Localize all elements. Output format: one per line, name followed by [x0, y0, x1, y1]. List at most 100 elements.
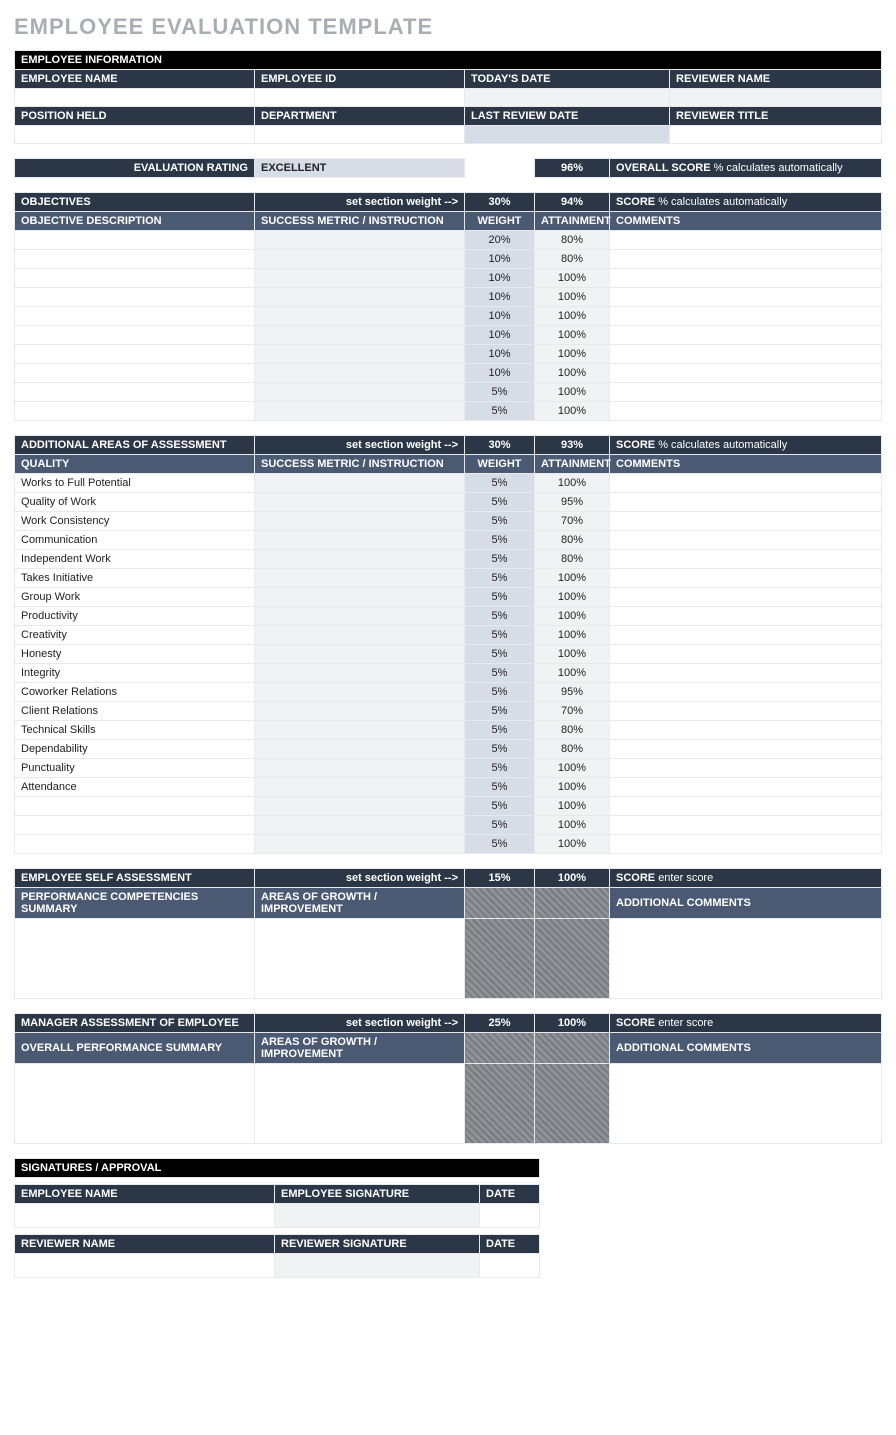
assessment-comments-cell[interactable]	[610, 797, 882, 816]
assessment-comments-cell[interactable]	[610, 512, 882, 531]
assessment-metric-cell[interactable]	[255, 778, 465, 797]
objective-metric-cell[interactable]	[255, 326, 465, 345]
assessment-comments-cell[interactable]	[610, 550, 882, 569]
assessment-attain-cell[interactable]: 80%	[535, 550, 610, 569]
assessment-metric-cell[interactable]	[255, 493, 465, 512]
assessment-attain-cell[interactable]: 100%	[535, 664, 610, 683]
objective-weight-cell[interactable]: 20%	[465, 231, 535, 250]
objective-desc-cell[interactable]	[15, 326, 255, 345]
assessment-metric-cell[interactable]	[255, 664, 465, 683]
assessment-quality-cell[interactable]: Work Consistency	[15, 512, 255, 531]
objective-weight-cell[interactable]: 5%	[465, 383, 535, 402]
input-sign-employee-date[interactable]	[480, 1204, 540, 1228]
assessment-attain-cell[interactable]: 95%	[535, 493, 610, 512]
assessment-comments-cell[interactable]	[610, 740, 882, 759]
assessment-weight-cell[interactable]: 5%	[465, 569, 535, 588]
objective-metric-cell[interactable]	[255, 288, 465, 307]
assessment-attain-cell[interactable]: 100%	[535, 759, 610, 778]
assessment-quality-cell[interactable]: Client Relations	[15, 702, 255, 721]
assessment-metric-cell[interactable]	[255, 569, 465, 588]
assessment-weight-cell[interactable]: 5%	[465, 512, 535, 531]
objective-weight-cell[interactable]: 10%	[465, 288, 535, 307]
assessment-weight-cell[interactable]: 5%	[465, 607, 535, 626]
objective-desc-cell[interactable]	[15, 269, 255, 288]
input-reviewer-title[interactable]	[670, 126, 882, 144]
assessment-quality-cell[interactable]: Takes Initiative	[15, 569, 255, 588]
assessment-metric-cell[interactable]	[255, 797, 465, 816]
assessment-attain-cell[interactable]: 100%	[535, 797, 610, 816]
self-summary-input[interactable]	[15, 919, 255, 999]
assessment-weight-cell[interactable]: 5%	[465, 759, 535, 778]
assessment-comments-cell[interactable]	[610, 531, 882, 550]
assessment-metric-cell[interactable]	[255, 474, 465, 493]
assessment-comments-cell[interactable]	[610, 778, 882, 797]
assessment-comments-cell[interactable]	[610, 835, 882, 854]
assessment-attain-cell[interactable]: 100%	[535, 835, 610, 854]
objective-attain-cell[interactable]: 100%	[535, 269, 610, 288]
self-growth-input[interactable]	[255, 919, 465, 999]
objective-metric-cell[interactable]	[255, 307, 465, 326]
assessment-metric-cell[interactable]	[255, 512, 465, 531]
objective-comments-cell[interactable]	[610, 307, 882, 326]
assessment-weight-cell[interactable]: 5%	[465, 474, 535, 493]
objective-weight-cell[interactable]: 10%	[465, 345, 535, 364]
objective-attain-cell[interactable]: 100%	[535, 345, 610, 364]
objective-comments-cell[interactable]	[610, 326, 882, 345]
assessment-comments-cell[interactable]	[610, 702, 882, 721]
assessment-attain-cell[interactable]: 80%	[535, 721, 610, 740]
assessment-metric-cell[interactable]	[255, 588, 465, 607]
assessment-quality-cell[interactable]: Honesty	[15, 645, 255, 664]
manager-comments-input[interactable]	[610, 1064, 882, 1144]
assessment-quality-cell[interactable]: Communication	[15, 531, 255, 550]
objective-metric-cell[interactable]	[255, 250, 465, 269]
assessment-quality-cell[interactable]: Quality of Work	[15, 493, 255, 512]
objective-attain-cell[interactable]: 80%	[535, 250, 610, 269]
assessment-quality-cell[interactable]: Integrity	[15, 664, 255, 683]
input-sign-reviewer-name[interactable]	[15, 1254, 275, 1278]
objective-comments-cell[interactable]	[610, 383, 882, 402]
assessment-attain-cell[interactable]: 80%	[535, 740, 610, 759]
assessment-attain-cell[interactable]: 100%	[535, 626, 610, 645]
assessment-attain-cell[interactable]: 95%	[535, 683, 610, 702]
assessment-attain-cell[interactable]: 100%	[535, 569, 610, 588]
objective-comments-cell[interactable]	[610, 250, 882, 269]
assessment-metric-cell[interactable]	[255, 645, 465, 664]
assessment-attain-cell[interactable]: 80%	[535, 531, 610, 550]
assessment-quality-cell[interactable]: Works to Full Potential	[15, 474, 255, 493]
assessment-quality-cell[interactable]: Group Work	[15, 588, 255, 607]
assessment-quality-cell[interactable]: Productivity	[15, 607, 255, 626]
assessment-weight-cell[interactable]: 5%	[465, 626, 535, 645]
objective-comments-cell[interactable]	[610, 402, 882, 421]
objective-weight-cell[interactable]: 10%	[465, 269, 535, 288]
objective-desc-cell[interactable]	[15, 231, 255, 250]
assessment-attain-cell[interactable]: 100%	[535, 474, 610, 493]
input-last-review-date[interactable]	[465, 126, 670, 144]
objective-attain-cell[interactable]: 100%	[535, 326, 610, 345]
assessment-comments-cell[interactable]	[610, 721, 882, 740]
assessment-quality-cell[interactable]	[15, 797, 255, 816]
assessment-quality-cell[interactable]: Technical Skills	[15, 721, 255, 740]
assessment-quality-cell[interactable]: Independent Work	[15, 550, 255, 569]
assessment-weight-cell[interactable]: 5%	[465, 683, 535, 702]
assessment-metric-cell[interactable]	[255, 740, 465, 759]
assessment-weight-cell[interactable]: 5%	[465, 493, 535, 512]
assessment-weight-cell[interactable]: 5%	[465, 816, 535, 835]
input-todays-date[interactable]	[465, 89, 670, 107]
objective-desc-cell[interactable]	[15, 402, 255, 421]
assessment-quality-cell[interactable]: Coworker Relations	[15, 683, 255, 702]
assessment-weight-cell[interactable]: 5%	[465, 778, 535, 797]
assessment-comments-cell[interactable]	[610, 493, 882, 512]
assessment-quality-cell[interactable]: Creativity	[15, 626, 255, 645]
input-sign-reviewer-date[interactable]	[480, 1254, 540, 1278]
assessment-comments-cell[interactable]	[610, 683, 882, 702]
assessment-metric-cell[interactable]	[255, 607, 465, 626]
assessment-quality-cell[interactable]: Dependability	[15, 740, 255, 759]
assessment-metric-cell[interactable]	[255, 683, 465, 702]
assessment-attain-cell[interactable]: 70%	[535, 702, 610, 721]
objective-weight-cell[interactable]: 10%	[465, 364, 535, 383]
objective-metric-cell[interactable]	[255, 269, 465, 288]
input-reviewer-name[interactable]	[670, 89, 882, 107]
objective-metric-cell[interactable]	[255, 364, 465, 383]
assessment-weight-cell[interactable]: 5%	[465, 740, 535, 759]
objective-attain-cell[interactable]: 100%	[535, 402, 610, 421]
